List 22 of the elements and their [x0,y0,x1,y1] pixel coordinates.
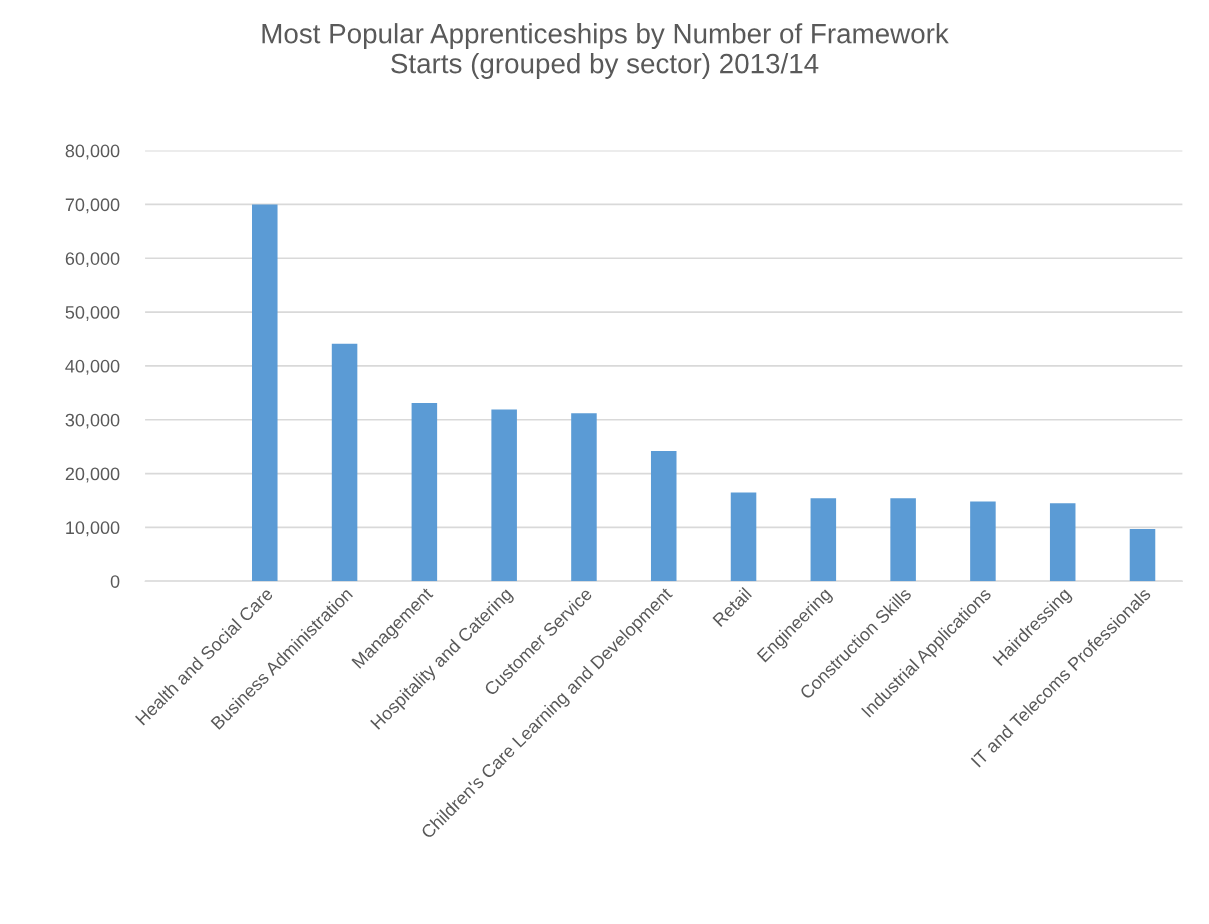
bar [810,498,837,582]
bar [1129,528,1156,582]
bar [890,498,916,582]
y-tick-label: 10,000 [66,521,120,537]
bar [411,403,438,582]
bar [1049,503,1076,582]
bar [970,501,996,582]
y-tick-label: 0 [110,575,120,588]
bar [331,343,358,582]
bar [491,409,517,582]
y-tick-label: 30,000 [65,413,120,429]
bar [571,413,597,582]
y-tick-label: 70,000 [65,198,120,214]
y-tick-label: 80,000 [65,144,120,160]
y-tick-label: 60,000 [65,252,120,268]
bar [730,492,757,582]
chart-title: Most Popular Apprenticeships by Number of Framework Starts (grouped by sector) 2013/14 [262,23,949,79]
y-tick-label: 50,000 [65,306,120,321]
bar [650,450,677,582]
y-tick-label: 40,000 [65,359,120,375]
bar [252,204,278,582]
y-tick-label: 20,000 [65,467,120,483]
